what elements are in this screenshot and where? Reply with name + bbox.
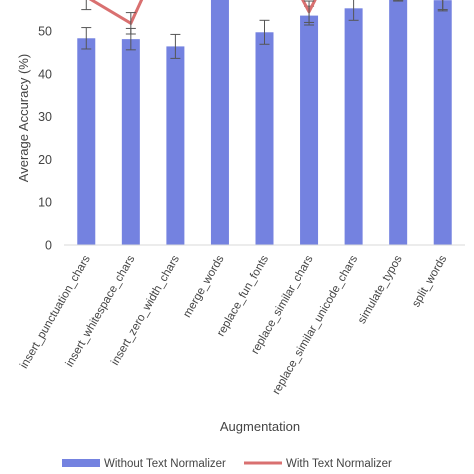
- line-error-bar: [81, 0, 92, 11]
- bar-error-bar: [81, 27, 92, 50]
- line-error-bar: [393, 0, 404, 2]
- line-error-bars: [81, 0, 448, 35]
- plot-area: [77, 0, 452, 245]
- bar: [389, 0, 408, 245]
- y-tick-label: 20: [38, 153, 52, 167]
- x-axis-tick-labels: insert_punctuation_charsinsert_whitespac…: [18, 253, 449, 397]
- x-axis-title: Augmentation: [220, 419, 300, 434]
- y-tick-label: 40: [38, 67, 52, 81]
- bar: [344, 8, 363, 245]
- y-axis-title: Average Accuracy (%): [16, 54, 31, 182]
- y-tick-label: 10: [38, 196, 52, 210]
- bar: [255, 32, 274, 245]
- x-tick-label: split_words: [410, 253, 449, 309]
- bar: [210, 0, 229, 245]
- y-tick-label: 50: [38, 25, 52, 39]
- line-error-bar: [437, 0, 448, 11]
- bar: [77, 38, 96, 245]
- bar: [166, 46, 185, 245]
- x-tick-label: replace_similar_unicode_chars: [271, 253, 361, 397]
- bar: [300, 15, 319, 245]
- bar-series: [77, 0, 452, 245]
- legend-label-with-normalizer: With Text Normalizer: [286, 458, 392, 470]
- bar-error-bar: [348, 0, 359, 21]
- y-tick-label: 30: [38, 110, 52, 124]
- legend-label-without-normalizer: Without Text Normalizer: [104, 458, 226, 470]
- line-error-bar: [125, 12, 136, 35]
- bar: [433, 0, 452, 245]
- bar-error-bar: [170, 33, 181, 59]
- legend: Without Text Normalizer With Text Normal…: [62, 458, 392, 470]
- bar-error-bar: [259, 19, 270, 45]
- y-axis: 010203040506070: [38, 25, 52, 253]
- bar: [121, 39, 140, 245]
- legend-swatch-without-normalizer: [62, 459, 100, 467]
- y-tick-label: 0: [45, 239, 52, 253]
- x-tick-label: simulate_typos: [356, 253, 405, 326]
- line-error-bar: [304, 0, 315, 23]
- x-tick-label: merge_words: [181, 253, 226, 320]
